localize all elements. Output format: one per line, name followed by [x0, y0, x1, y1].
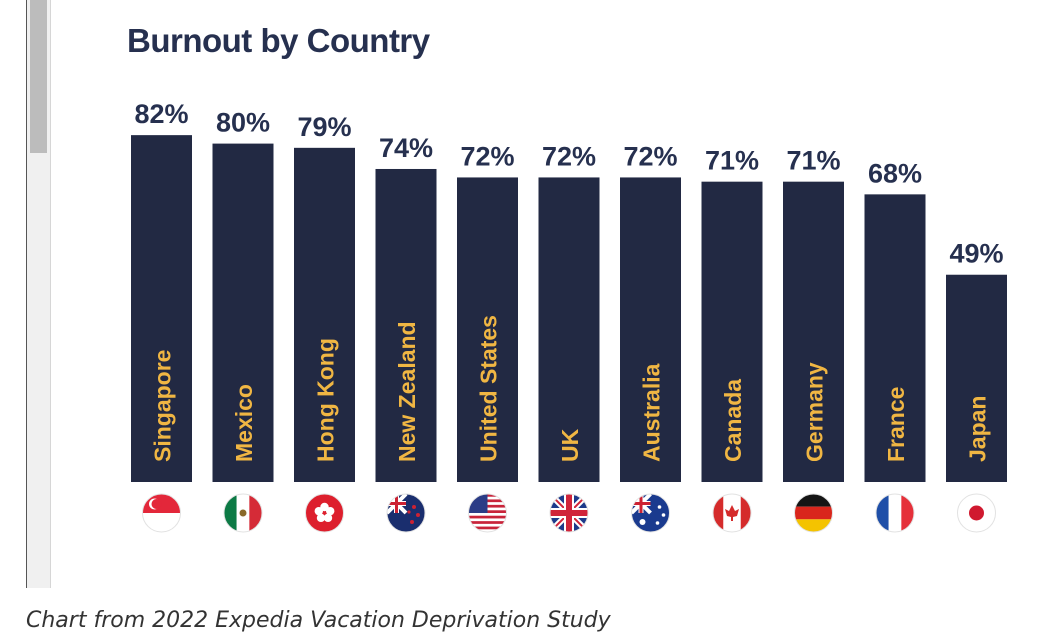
- value-label: 80%: [216, 108, 270, 138]
- scrollbar-thumb[interactable]: [30, 0, 47, 153]
- flag-outline: [549, 493, 589, 533]
- flag-outline: [875, 493, 915, 533]
- value-label: 71%: [786, 146, 840, 176]
- bar-germany: [783, 181, 844, 483]
- value-label: 71%: [705, 146, 759, 176]
- mexico-flag-icon: [224, 494, 262, 532]
- bar-japan: [946, 274, 1007, 482]
- singapore-flag-icon: [142, 494, 181, 532]
- frame-border: [26, 0, 27, 588]
- value-label: 68%: [868, 158, 922, 188]
- flag-outline: [305, 493, 344, 533]
- category-label: UK: [557, 428, 583, 462]
- value-label: 49%: [949, 239, 1003, 269]
- value-label: 79%: [297, 112, 351, 142]
- bar-new-zealand: [375, 168, 437, 483]
- category-label: France: [883, 387, 909, 462]
- bar-hong-kong: [294, 147, 355, 482]
- flag-outline: [386, 493, 426, 533]
- value-label: 82%: [134, 99, 188, 129]
- bar-australia: [620, 177, 681, 482]
- category-label: Canada: [720, 379, 746, 462]
- category-label: Mexico: [231, 384, 257, 462]
- bar-canada: [701, 181, 763, 483]
- bar-uk: [538, 177, 600, 482]
- category-label: United States: [476, 315, 502, 462]
- australia-flag-icon: [631, 494, 670, 532]
- bar-chart: 82% Singapore 80% Mexico 79% Hong Kong 74% New …: [131, 99, 1007, 533]
- category-label: Japan: [965, 396, 991, 462]
- japan-flag-icon: [957, 494, 996, 532]
- category-label: Germany: [802, 362, 828, 462]
- category-label: New Zealand: [394, 321, 420, 462]
- value-label: 74%: [379, 133, 433, 163]
- flag-outline: [223, 493, 263, 533]
- value-label: 72%: [623, 141, 677, 171]
- category-label: Hong Kong: [313, 338, 339, 462]
- chart-title: Burnout by Country: [127, 22, 430, 59]
- category-label: Australia: [639, 363, 665, 462]
- chart-caption: Chart from 2022 Expedia Vacation Depriva…: [26, 608, 611, 633]
- france-flag-icon: [876, 494, 914, 532]
- hong-kong-flag-icon: [305, 494, 344, 532]
- bar-singapore: [131, 135, 192, 482]
- value-label: 72%: [460, 141, 514, 171]
- bar-mexico: [212, 143, 274, 482]
- category-label: Singapore: [150, 350, 176, 462]
- flag-outline: [957, 493, 996, 533]
- bar-france: [864, 194, 926, 483]
- flag-outline: [794, 493, 833, 533]
- flag-outline: [712, 493, 752, 533]
- flag-outline: [631, 493, 670, 533]
- uk-flag-icon: [550, 494, 588, 532]
- germany-flag-icon: [794, 494, 833, 532]
- flag-outline: [142, 493, 181, 533]
- value-label: 72%: [542, 141, 596, 171]
- canada-flag-icon: [713, 494, 751, 532]
- bar-united-states: [457, 177, 518, 482]
- flag-outline: [468, 493, 507, 533]
